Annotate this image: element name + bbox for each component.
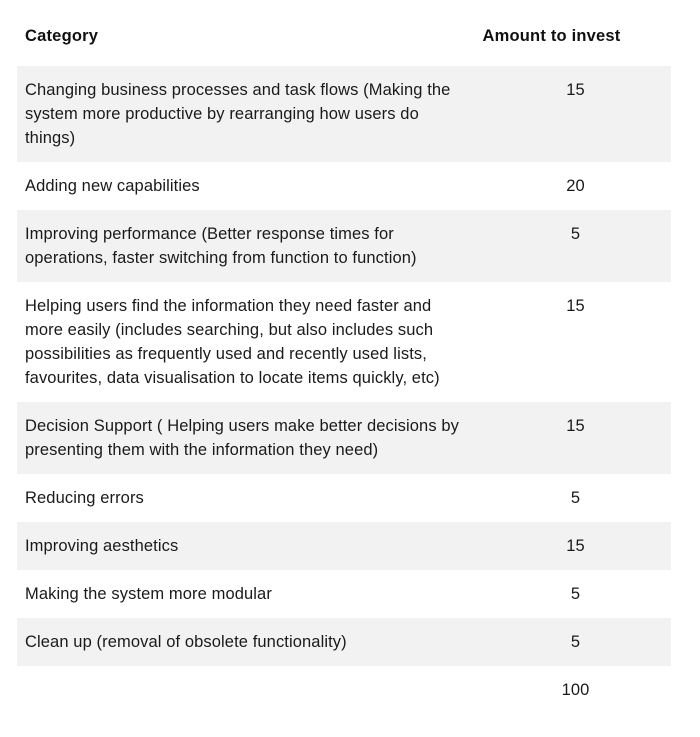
investment-table: Category Amount to invest Changing busin…: [17, 0, 671, 714]
amount-cell: 5: [570, 585, 581, 603]
table-row: Adding new capabilities 20: [17, 162, 671, 210]
table-row: Making the system more modular 5: [17, 570, 671, 618]
category-cell: Helping users find the information they …: [25, 297, 440, 387]
table-row: Improving aesthetics 15: [17, 522, 671, 570]
table-body: Changing business processes and task flo…: [17, 66, 671, 714]
total-value: 100: [561, 681, 590, 699]
amount-cell: 15: [566, 297, 585, 315]
table-row: Changing business processes and task flo…: [17, 66, 671, 162]
table-row: Clean up (removal of obsolete functional…: [17, 618, 671, 666]
category-cell: Adding new capabilities: [25, 177, 200, 195]
amount-cell: 15: [566, 81, 585, 99]
table-row: Improving performance (Better response t…: [17, 210, 671, 282]
category-cell: Improving performance (Better response t…: [25, 225, 417, 267]
column-header-amount: Amount to invest: [482, 27, 621, 45]
total-row: 100: [17, 666, 671, 714]
category-cell: Changing business processes and task flo…: [25, 81, 451, 147]
amount-cell: 15: [566, 537, 585, 555]
amount-cell: 5: [570, 489, 581, 507]
column-header-category: Category: [25, 27, 99, 45]
table-row: Decision Support ( Helping users make be…: [17, 402, 671, 474]
amount-cell: 5: [570, 633, 581, 651]
amount-cell: 15: [566, 417, 585, 435]
category-cell: [17, 666, 480, 714]
table-header-row: Category Amount to invest: [17, 0, 671, 66]
table-row: Helping users find the information they …: [17, 282, 671, 402]
amount-cell: 20: [566, 177, 585, 195]
category-cell: Reducing errors: [25, 489, 144, 507]
category-cell: Clean up (removal of obsolete functional…: [25, 633, 347, 651]
category-cell: Making the system more modular: [25, 585, 272, 603]
category-cell: Improving aesthetics: [25, 537, 179, 555]
category-cell: Decision Support ( Helping users make be…: [25, 417, 459, 459]
amount-cell: 5: [570, 225, 581, 243]
table-row: Reducing errors 5: [17, 474, 671, 522]
